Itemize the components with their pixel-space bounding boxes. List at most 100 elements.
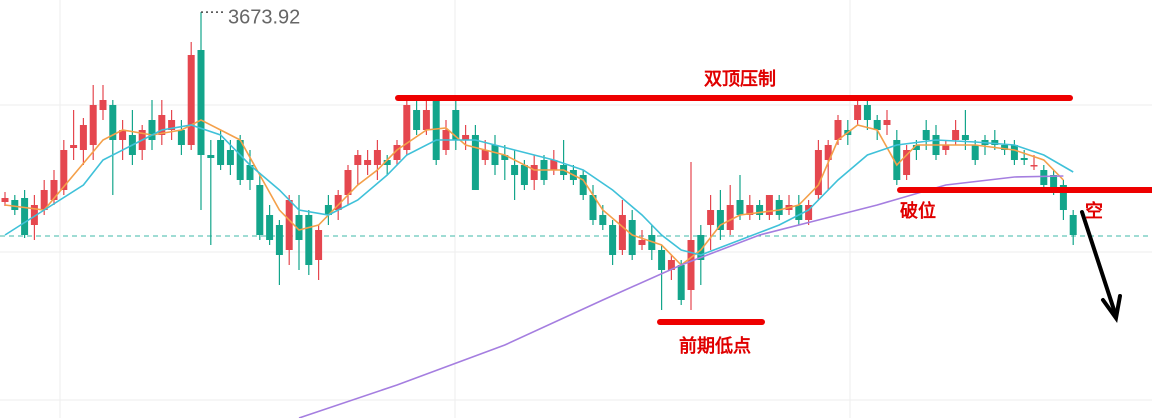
candle-body [991,140,999,145]
candle-body [1001,145,1009,150]
candle-body [207,155,215,158]
candle-body [21,198,29,235]
candle-body [246,165,254,180]
candle-body [158,115,166,135]
candle-body [217,140,225,165]
candle-body [746,205,754,215]
candle-body [481,150,489,160]
candle-body [168,120,176,130]
candle-body [834,120,842,140]
candle-body [824,145,832,160]
candle-body [413,110,421,130]
ma-line [298,175,1064,418]
candle-body [60,150,68,190]
candle-body [667,260,675,270]
candle-body [873,120,881,130]
candle-body [393,145,401,160]
candle-body [1059,185,1067,210]
candle-body [961,135,969,140]
candle-body [530,165,538,180]
candle-body [285,200,293,250]
candle-body [354,155,362,165]
candle-body [305,215,313,265]
candle-body [863,105,871,120]
candle-body [197,50,205,155]
candle-body [236,140,244,180]
candle-body [883,120,891,125]
candle-body [344,170,352,195]
candle-body [79,125,87,150]
candle-body [511,165,519,175]
candle-body [266,215,274,240]
ma-line [4,119,1064,267]
candle-body [1030,165,1038,167]
candle-body [432,100,440,160]
ma-line [4,124,1074,256]
candle-body [315,230,323,260]
candle-body [50,180,58,200]
candle-body [912,145,920,150]
candle-body [364,160,372,165]
candle-body [89,105,97,145]
candle-body [422,110,430,130]
candle-body [609,225,617,255]
candle-body [11,200,19,210]
candle-body [775,200,783,215]
candle-body [658,250,666,270]
candle-body [1,198,9,202]
candle-body [795,205,803,220]
candle-body [383,160,391,165]
annotation-label: 前期低点 [679,335,751,356]
candle-body [491,145,499,165]
max-label: 3673.92 [228,6,300,28]
candle-body [618,215,626,250]
arrow-head [1101,294,1122,323]
candle-body [1010,145,1018,160]
candle-body [40,190,48,210]
arrow-shaft [1080,210,1118,318]
candle-body [893,140,901,180]
candle-body [579,175,587,195]
candle-body [756,205,764,215]
candle-body [520,165,528,185]
candle-body [589,195,597,220]
candle-body [922,130,930,140]
candle-body [70,145,78,148]
candle-body [119,130,127,140]
candle-body [295,215,303,240]
candle-body [462,135,470,140]
candle-body [1020,158,1028,160]
candle-body [814,150,822,195]
candle-body [628,220,636,255]
candle-body [599,215,607,225]
candle-body [373,150,381,165]
short-arrow [1080,210,1122,323]
candle-body [854,105,862,120]
candle-body [736,200,744,215]
candle-body [148,120,156,140]
candle-body [1050,175,1058,190]
candle-body [452,110,460,140]
candle-body [99,100,107,110]
candle-body [952,130,960,140]
candle-body [324,205,332,215]
candle-body [177,130,185,145]
candle-body [697,235,705,260]
candle-body [30,205,38,225]
candle-body [501,155,509,160]
candle-body [1040,170,1048,185]
candle-body [903,150,911,175]
candle-body [275,225,283,255]
candle-body [942,145,950,150]
candle-body [334,195,342,210]
candle-body [226,150,234,165]
candle-body [550,160,558,170]
candle-body [109,105,117,140]
candle-body [638,240,646,245]
candle-body [471,135,479,190]
candle-body [716,210,724,230]
candle-body [971,145,979,160]
